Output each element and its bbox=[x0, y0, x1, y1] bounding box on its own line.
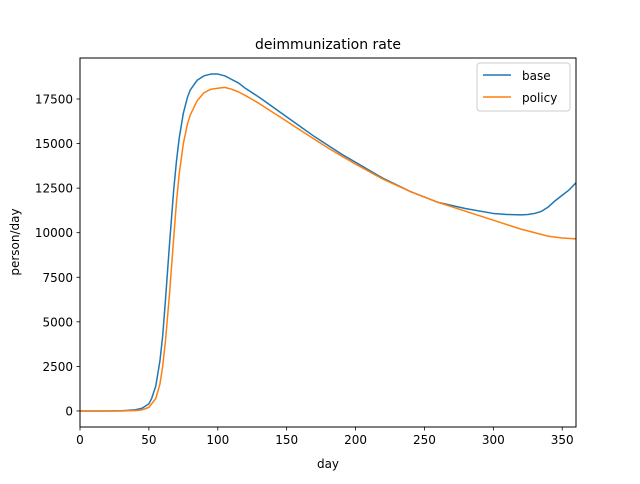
y-tick-label: 10000 bbox=[35, 226, 73, 240]
plot-marks bbox=[80, 73, 576, 412]
y-axis-label: person/day bbox=[8, 208, 22, 275]
x-tick-label: 250 bbox=[413, 433, 436, 447]
legend-label-policy: policy bbox=[522, 91, 557, 105]
x-tick-label: 150 bbox=[275, 433, 298, 447]
y-tick-label: 5000 bbox=[42, 315, 73, 329]
legend: base policy bbox=[476, 62, 571, 112]
series-line-base bbox=[80, 73, 576, 412]
x-axis-label: day bbox=[317, 457, 339, 471]
y-tick-label: 17500 bbox=[35, 93, 73, 107]
series-line-policy bbox=[80, 86, 576, 412]
y-tick-label: 12500 bbox=[35, 182, 73, 196]
x-tick-label: 0 bbox=[76, 433, 84, 447]
y-tick-label: 7500 bbox=[42, 271, 73, 285]
y-tick-label: 15000 bbox=[35, 137, 73, 151]
legend-label-base: base bbox=[522, 69, 551, 83]
x-tick-label: 350 bbox=[551, 433, 574, 447]
x-axis-ticks: 0 50 100 150 200 250 300 350 bbox=[76, 427, 574, 447]
y-tick-label: 2500 bbox=[42, 360, 73, 374]
x-tick-label: 50 bbox=[141, 433, 156, 447]
x-tick-label: 200 bbox=[344, 433, 367, 447]
plot-frame bbox=[79, 57, 577, 428]
x-tick-label: 100 bbox=[206, 433, 229, 447]
y-axis-ticks: 0 2500 5000 7500 10000 12500 15000 17500 bbox=[35, 93, 80, 418]
chart-title: deimmunization rate bbox=[255, 37, 401, 53]
x-tick-label: 300 bbox=[482, 433, 505, 447]
y-tick-label: 0 bbox=[65, 404, 73, 418]
